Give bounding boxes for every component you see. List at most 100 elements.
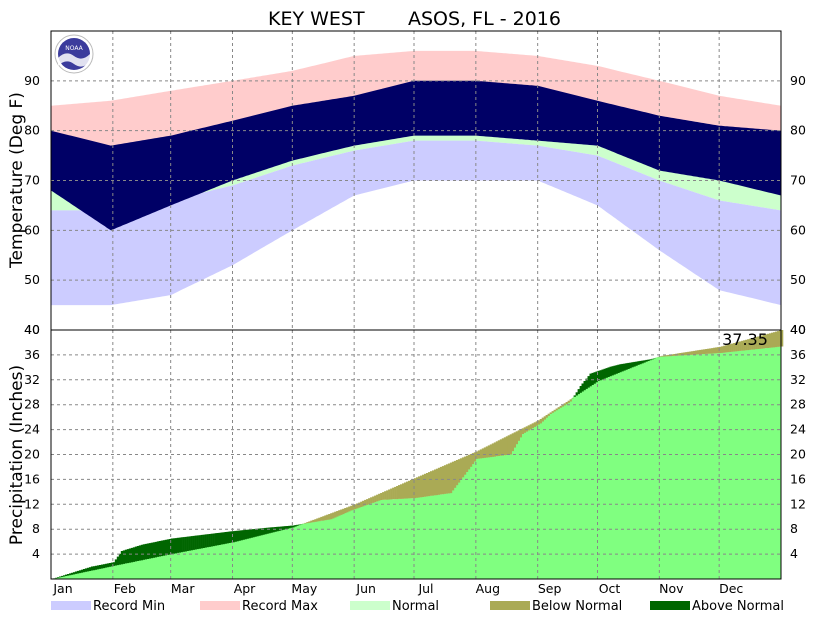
actual-temperature-band [51,80,781,231]
precip-below-normal-bar [386,490,389,500]
precip-below-normal-bar [741,340,744,351]
precip-above-normal-bar [583,381,586,391]
precip-above-normal-bar [292,525,295,528]
precip-below-normal-bar [459,458,463,480]
precip-above-normal-bar [639,360,642,365]
legend-swatch [490,601,530,610]
precipitation-tick-right: 36 [790,347,806,362]
precip-above-normal-bar [214,533,217,546]
month-tick-label: Sep [538,581,562,596]
precipitation-tick-left: 40 [24,322,40,337]
precip-above-normal-bar [102,564,106,569]
precip-below-normal-bar [378,493,381,501]
precip-below-normal-bar [424,473,427,497]
precip-above-normal-bar [156,541,159,557]
precip-below-normal-bar [350,505,353,511]
precip-above-normal-bar [176,537,179,553]
precip-below-normal-bar [769,333,772,348]
precip-below-normal-bar [725,345,728,353]
precip-above-normal-bar [258,528,261,536]
precip-above-normal-bar [254,528,257,537]
precip-above-normal-bar [57,577,60,578]
precip-above-normal-bar [577,389,580,395]
precip-below-normal-bar [320,516,323,521]
precip-below-normal-bar [765,334,768,349]
precip-above-normal-bar [631,362,634,368]
precip-above-normal-bar [230,531,233,543]
precip-below-normal-bar [483,447,487,458]
precip-below-normal-bar [338,510,341,516]
precip-above-normal-bar [72,572,76,575]
precip-below-normal-bar [691,351,694,355]
temperature-axis-title: Temperature (Deg F) [7,92,27,269]
precip-below-normal-bar [663,355,666,357]
precip-below-normal-bar [441,466,445,495]
precip-below-normal-bar [356,503,359,509]
precip-below-normal-bar [463,456,467,475]
precip-below-normal-bar [465,455,469,472]
precip-below-normal-bar [551,411,554,413]
precip-above-normal-bar [252,529,255,538]
precip-above-normal-bar [587,376,590,388]
precip-above-normal-bar [166,539,169,555]
precip-below-normal-bar [709,348,712,354]
precip-below-normal-bar [671,354,674,356]
temperature-tick-left: 80 [24,123,40,138]
precip-below-normal-bar [404,482,407,499]
precip-above-normal-bar [268,527,271,534]
precipitation-tick-left: 32 [24,372,40,387]
precip-below-normal-bar [384,491,387,500]
precip-above-normal-bar [647,359,650,361]
precip-above-normal-bar [67,574,70,576]
precip-below-normal-bar [683,352,686,356]
precip-below-normal-bar [533,422,536,427]
precip-below-normal-bar [469,454,473,467]
precip-below-normal-bar [557,407,560,410]
precip-below-normal-bar [729,344,732,352]
precip-below-normal-bar [414,478,417,499]
precip-above-normal-bar [256,528,259,537]
precip-below-normal-bar [374,495,377,503]
precip-above-normal-bar [635,361,638,366]
precip-below-normal-bar [499,439,503,456]
precip-above-normal-bar [296,524,299,526]
precip-below-normal-bar [561,404,564,407]
precipitation-tick-right: 40 [790,322,806,337]
precip-above-normal-bar [581,383,584,392]
precip-below-normal-bar [398,485,401,499]
precip-below-normal-bar [310,520,313,523]
precip-below-normal-bar [733,343,736,352]
precip-below-normal-bar [451,461,455,491]
precip-below-normal-bar [535,421,538,426]
precip-above-normal-bar [607,367,610,377]
precip-below-normal-bar [332,512,335,519]
precipitation-tick-left: 36 [24,347,40,362]
legend-label: Above Normal [692,599,784,614]
precip-below-normal-bar [735,342,738,352]
precip-above-normal-bar [88,567,92,571]
precip-above-normal-bar [617,364,620,373]
precip-below-normal-bar [410,479,413,499]
precip-above-normal-bar [645,359,648,362]
precip-above-normal-bar [212,533,215,547]
precip-above-normal-bar [290,525,293,528]
precip-below-normal-bar [388,489,391,500]
precip-below-normal-bar [467,454,471,470]
precip-below-normal-bar [543,416,546,420]
precip-above-normal-bar [63,575,66,577]
precip-below-normal-bar [521,428,524,434]
precip-below-normal-bar [777,331,780,347]
precip-above-normal-bar [272,527,275,533]
precip-below-normal-bar [485,446,489,458]
precip-below-normal-bar [685,352,688,356]
precip-below-normal-bar [541,417,544,422]
temperature-tick-right: 40 [790,322,806,337]
precip-below-normal-bar [673,354,676,356]
precip-below-normal-bar [507,435,510,455]
precip-below-normal-bar [370,497,373,504]
precip-below-normal-bar [567,400,570,403]
precip-below-normal-bar [695,350,698,355]
precip-below-normal-bar [479,449,483,459]
precip-below-normal-bar [420,475,423,498]
